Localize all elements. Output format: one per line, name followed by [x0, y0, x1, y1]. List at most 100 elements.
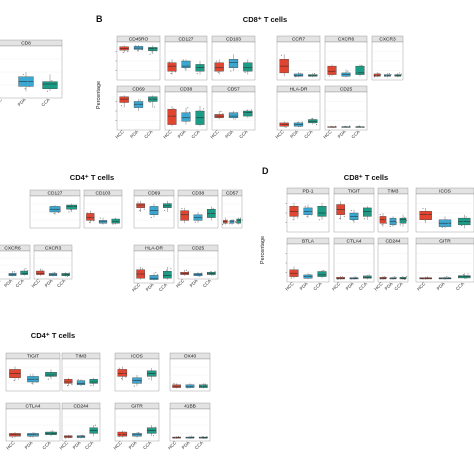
data-point [399, 277, 401, 279]
data-point [47, 378, 49, 380]
data-point [448, 276, 450, 278]
data-point [88, 221, 90, 223]
facet-title: CD69 [148, 190, 161, 196]
data-point [228, 221, 230, 223]
data-point [65, 437, 67, 439]
data-point [150, 277, 152, 279]
x-tick-label: PDA [345, 281, 355, 291]
data-point [396, 74, 398, 76]
facet-icos: ICOS [415, 187, 474, 233]
data-point [24, 88, 26, 90]
facet-tigit: TIGIT [5, 352, 61, 392]
data-point [400, 73, 402, 75]
data-point [443, 223, 445, 225]
data-point [68, 211, 70, 213]
data-point [168, 202, 170, 204]
data-point [152, 275, 154, 277]
data-point [116, 219, 119, 221]
data-point [155, 50, 157, 52]
data-point [11, 436, 13, 439]
data-point [236, 112, 238, 114]
facet-title: CD25 [340, 86, 353, 92]
data-point [94, 379, 97, 381]
x-tick-label: HCC [284, 281, 295, 292]
x-tick-label: PDA [44, 278, 54, 288]
box-cca [111, 218, 120, 224]
data-point [175, 71, 177, 73]
data-point [230, 221, 232, 223]
data-point [56, 273, 58, 275]
data-point [120, 46, 123, 48]
data-point [157, 211, 159, 213]
data-point [311, 74, 313, 76]
panel-c: CD127CD103CD69CD38CD57CXCR6HCCPDACCACXCR… [0, 189, 243, 293]
data-point [11, 369, 13, 371]
data-point [355, 214, 357, 216]
x-tick-label: CCA [303, 129, 313, 139]
data-point [358, 125, 360, 127]
data-point [246, 67, 248, 70]
x-tick-label: CCA [41, 440, 51, 450]
data-point [196, 218, 198, 220]
x-tick-label: CCA [358, 281, 368, 291]
data-point [386, 222, 388, 224]
data-point [236, 64, 238, 66]
data-point [356, 72, 358, 74]
data-point [228, 223, 230, 225]
data-point [91, 217, 93, 219]
box-hcc [36, 270, 45, 275]
data-point [333, 126, 335, 129]
data-point [304, 205, 306, 207]
data-point [226, 219, 228, 221]
facet-title: CD8 [21, 40, 31, 46]
x-tick-label: HCC [114, 129, 125, 140]
data-point [335, 71, 337, 73]
facet-title: BTLA [302, 238, 315, 244]
data-point [301, 74, 303, 76]
data-point [203, 68, 205, 70]
data-point [214, 211, 216, 213]
facet-strip [0, 39, 63, 47]
data-point [287, 68, 289, 70]
data-point [465, 216, 467, 218]
data-point [223, 222, 225, 224]
data-point [404, 278, 406, 281]
data-point [69, 381, 71, 384]
data-point [96, 381, 98, 384]
data-point [181, 273, 183, 275]
x-tick-label: PDA [384, 281, 394, 291]
facet-cd8: CD8 HCC PDA CCA [0, 39, 63, 108]
data-point [355, 276, 357, 278]
data-point [235, 221, 237, 223]
x-tick-label: HCC [113, 440, 124, 451]
data-point [140, 433, 142, 435]
data-point [230, 70, 232, 72]
data-point [141, 205, 144, 207]
data-point [199, 275, 201, 277]
x-tick-label: PDA [224, 129, 234, 139]
x-tick-label: HCC [5, 440, 16, 451]
facet-title: CD103 [96, 190, 111, 196]
data-point [173, 437, 175, 439]
box-cca [243, 110, 253, 117]
box-cca [355, 65, 365, 75]
data-point [143, 271, 145, 273]
data-point [391, 223, 393, 225]
data-point [250, 109, 252, 111]
data-point [150, 216, 152, 219]
data-point [48, 86, 50, 88]
data-point [120, 434, 122, 436]
data-point [309, 75, 311, 77]
data-point [71, 436, 73, 438]
data-point [170, 115, 172, 117]
data-point [222, 113, 224, 115]
data-point [27, 81, 29, 83]
data-point [51, 205, 53, 207]
data-point [53, 212, 55, 215]
data-point [349, 72, 351, 74]
box-cca [163, 271, 172, 279]
data-point [287, 122, 289, 124]
box-hcc [419, 211, 432, 220]
